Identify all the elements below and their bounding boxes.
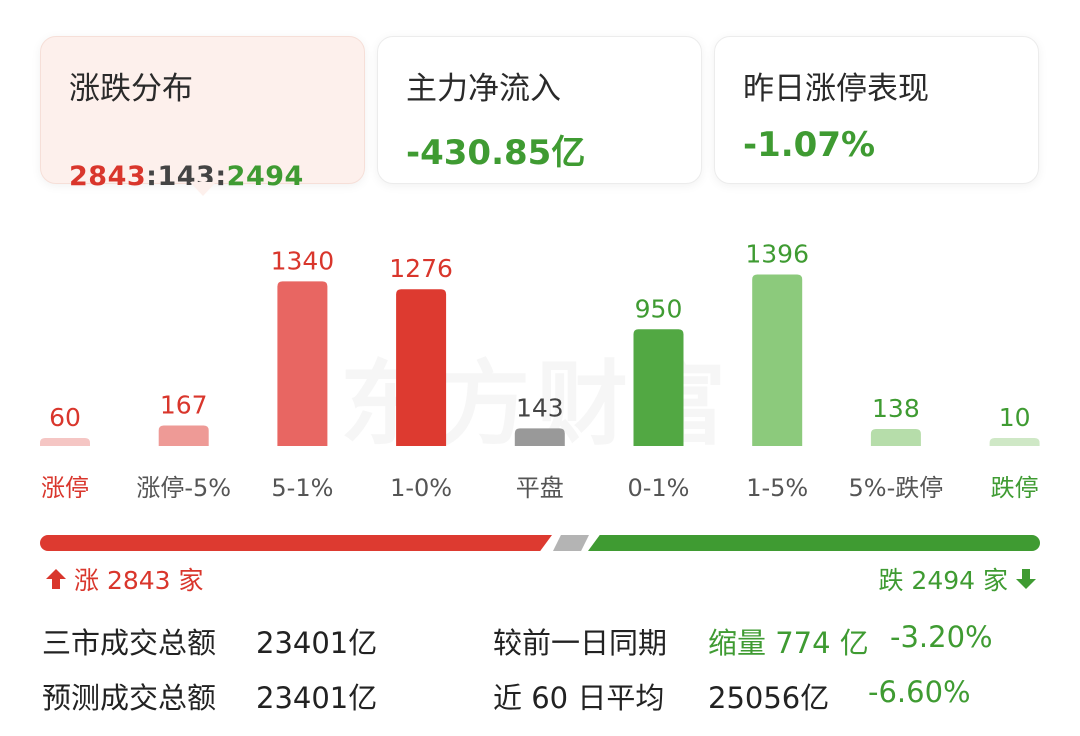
card-rise-fall-distribution[interactable]: 涨跌分布 2843:143:2494 <box>40 36 365 192</box>
bar-7 <box>870 429 921 446</box>
rise-summary: 涨 2843 家 <box>44 561 204 597</box>
data-label-5: 950 <box>635 294 683 323</box>
compare-prev-day-pct: -3.20% <box>890 620 993 654</box>
fall-summary-text: 跌 2494 家 <box>878 566 1008 595</box>
distribution-bar-chart: 60 涨停 167 涨停-5% 1340 5-1% 1276 1-0% 143 平盘 950 0-1%… <box>40 239 1040 502</box>
bar-8 <box>989 438 1040 446</box>
flat-proportion-bar <box>553 535 589 551</box>
fall-summary: 跌 2494 家 <box>878 561 1038 597</box>
category-label-6: 1-5% <box>746 474 808 502</box>
avg-60-day-label: 近 60 日平均 <box>493 681 665 715</box>
bar-5 <box>633 329 684 446</box>
data-label-1: 167 <box>160 390 208 419</box>
turnover-total-value: 23401亿 <box>256 626 378 660</box>
category-label-2: 5-1% <box>271 474 333 502</box>
category-label-4: 平盘 <box>516 474 564 502</box>
data-label-7: 138 <box>872 394 920 423</box>
compare-prev-day-label: 较前一日同期 <box>493 626 668 660</box>
card-title: 昨日涨停表现 <box>743 71 929 107</box>
bar-4 <box>514 428 565 446</box>
fall-count: 2494 <box>226 161 304 192</box>
bar-0 <box>40 438 90 446</box>
category-label-3: 1-0% <box>390 474 452 502</box>
data-label-2: 1340 <box>271 246 335 275</box>
forecast-total-value: 23401亿 <box>256 681 378 715</box>
rise-count: 2843 <box>69 161 147 192</box>
bar-1 <box>158 425 209 446</box>
data-label-4: 143 <box>516 393 564 422</box>
arrow-down-icon <box>1016 569 1036 589</box>
card-title: 涨跌分布 <box>69 71 193 107</box>
card-main-net-inflow[interactable]: 主力净流入 -430.85亿 <box>377 36 702 184</box>
category-label-1: 涨停-5% <box>136 474 231 502</box>
card-yesterday-limit-up[interactable]: 昨日涨停表现 -1.07% <box>714 36 1039 184</box>
rise-proportion-bar <box>40 535 552 551</box>
active-card-pointer <box>190 182 216 196</box>
data-label-3: 1276 <box>389 254 453 283</box>
bar-6 <box>752 274 803 446</box>
data-label-8: 10 <box>999 403 1031 432</box>
category-label-0: 涨停 <box>41 474 89 502</box>
bar-3 <box>396 289 447 446</box>
ratio-separator: : <box>215 161 227 192</box>
turnover-total-label: 三市成交总额 <box>42 626 217 660</box>
data-label-6: 1396 <box>745 239 809 268</box>
bar-2 <box>277 281 328 446</box>
fall-proportion-bar <box>588 535 1040 551</box>
limit-up-performance-value: -1.07% <box>743 125 876 165</box>
category-label-8: 跌停 <box>991 474 1039 502</box>
card-title: 主力净流入 <box>406 71 561 107</box>
category-label-5: 0-1% <box>627 474 689 502</box>
category-label-7: 5%-跌停 <box>849 474 944 502</box>
arrow-up-icon <box>46 569 66 589</box>
data-label-0: 60 <box>49 403 81 432</box>
forecast-total-label: 预测成交总额 <box>42 681 217 715</box>
net-inflow-value: -430.85亿 <box>406 133 586 173</box>
rise-fall-ratio: 2843:143:2494 <box>69 161 304 192</box>
avg-60-day-pct: -6.60% <box>868 675 971 709</box>
rise-summary-text: 涨 2843 家 <box>74 566 204 595</box>
ratio-separator: : <box>146 161 158 192</box>
avg-60-day-value: 25056亿 <box>708 681 830 715</box>
compare-prev-day-value: 缩量 774 亿 <box>708 626 869 660</box>
